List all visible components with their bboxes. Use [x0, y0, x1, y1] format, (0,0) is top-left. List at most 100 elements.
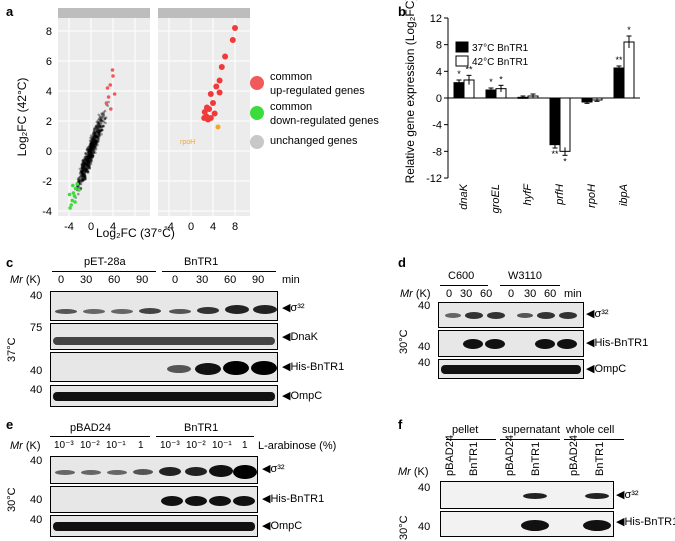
- scatter-point: [91, 139, 94, 142]
- scatter-point: [90, 150, 93, 154]
- lane-time: 30: [196, 274, 209, 286]
- scatter-point: [95, 134, 98, 137]
- blot-strip-his-bntr1: [50, 352, 278, 382]
- scatter-point: [90, 151, 93, 155]
- scatter-point: [88, 152, 92, 156]
- bar-category-label: ibpA: [618, 184, 630, 206]
- temp-label: 30°C: [6, 487, 18, 512]
- scatter-point: [95, 141, 98, 144]
- scatter-point: [85, 164, 89, 167]
- scatter-point: [88, 153, 91, 157]
- scatter-point-up: [207, 115, 214, 121]
- scatter-point: [89, 159, 93, 162]
- scatter-point: [97, 124, 101, 128]
- scatter-point: [85, 167, 89, 171]
- scatter-point: [89, 153, 93, 157]
- scatter-point: [91, 154, 95, 158]
- scatter-point: [89, 154, 93, 158]
- scatter-point: [91, 148, 95, 152]
- scatter-point: [83, 163, 86, 166]
- scatter-point: [95, 125, 99, 129]
- scatter-point: [80, 163, 83, 166]
- scatter-point: [81, 169, 84, 172]
- scatter-point: [84, 176, 87, 179]
- scatter-point: [86, 171, 90, 174]
- rpoh-point: [215, 124, 221, 130]
- bar: [623, 41, 635, 99]
- lane-time: 0: [58, 274, 65, 286]
- scatter-point: [94, 139, 98, 143]
- scatter-point: [82, 174, 85, 177]
- scatter-point: [97, 135, 100, 138]
- scatter-point-up: [216, 77, 223, 84]
- scatter-point: [84, 157, 88, 161]
- scatter-point: [80, 171, 84, 175]
- scatter-point: [83, 175, 87, 178]
- scatter-point: [82, 164, 85, 168]
- band-label-his-bntr1: ◀His-BnTR1: [616, 516, 675, 528]
- scatter-point: [85, 159, 89, 163]
- scatter-point: [89, 144, 93, 147]
- scatter-point: [91, 147, 94, 150]
- scatter-point: [102, 114, 105, 118]
- scatter-point: [94, 142, 97, 145]
- scatter-point: [84, 159, 87, 162]
- scatter-point: [90, 144, 93, 148]
- scatter-point: [78, 167, 82, 171]
- scatter-point: [77, 176, 81, 180]
- scatter-point: [90, 145, 93, 149]
- lane-conc: 10⁻²: [80, 440, 100, 451]
- scatter-point: [86, 170, 90, 174]
- scatter-point: [88, 151, 91, 154]
- scatter-point: [94, 143, 97, 147]
- scatter-point: [93, 137, 96, 141]
- scatter-ytick: 2: [46, 116, 52, 128]
- panel-b-label: b: [398, 4, 406, 19]
- group-label: BnTR1: [184, 422, 219, 434]
- scatter-point: [87, 158, 90, 162]
- scatter-point: [88, 155, 92, 158]
- scatter-point-up: [213, 83, 220, 90]
- scatter-point: [93, 145, 96, 149]
- panel-a-label: a: [6, 4, 14, 19]
- blot-strip-his-bntr1: [438, 330, 584, 357]
- scatter-point: [84, 155, 87, 159]
- scatter-point: [79, 178, 83, 181]
- scatter-point: [86, 159, 90, 162]
- scatter-point: [79, 169, 83, 173]
- scatter-point: [93, 145, 97, 149]
- scatter-point: [89, 154, 92, 157]
- scatter-point: [86, 158, 90, 162]
- scatter-point: [86, 163, 90, 167]
- scatter-point: [104, 117, 107, 120]
- scatter-point: [93, 134, 96, 138]
- scatter-point: [93, 138, 96, 142]
- scatter-point: [102, 112, 105, 115]
- scatter-point: [92, 150, 96, 154]
- scatter-point: [100, 124, 103, 128]
- time-unit: min: [564, 288, 582, 300]
- scatter-point: [90, 153, 94, 156]
- scatter-point: [89, 147, 93, 150]
- scatter-point: [87, 164, 91, 168]
- scatter-point: [98, 133, 101, 137]
- scatter-point: [92, 151, 95, 155]
- scatter-point: [90, 155, 94, 159]
- bar-legend-label: 42°C BnTR1: [472, 57, 529, 68]
- scatter-point-down: [77, 188, 81, 192]
- scatter-point: [98, 116, 102, 119]
- scatter-facet-right: rpoH: [158, 8, 250, 216]
- scatter-point: [82, 175, 86, 178]
- scatter-point: [83, 157, 86, 161]
- scatter-point: [83, 172, 86, 175]
- scatter-point: [83, 174, 87, 178]
- scatter-point: [92, 139, 96, 142]
- scatter-point: [81, 179, 85, 183]
- scatter-point: [80, 180, 84, 183]
- scatter-point: [88, 149, 92, 152]
- scatter-point: [88, 155, 92, 159]
- scatter-point: [91, 141, 94, 144]
- scatter-point: [90, 147, 94, 151]
- scatter-point: [88, 148, 91, 151]
- scatter-point: [94, 148, 98, 151]
